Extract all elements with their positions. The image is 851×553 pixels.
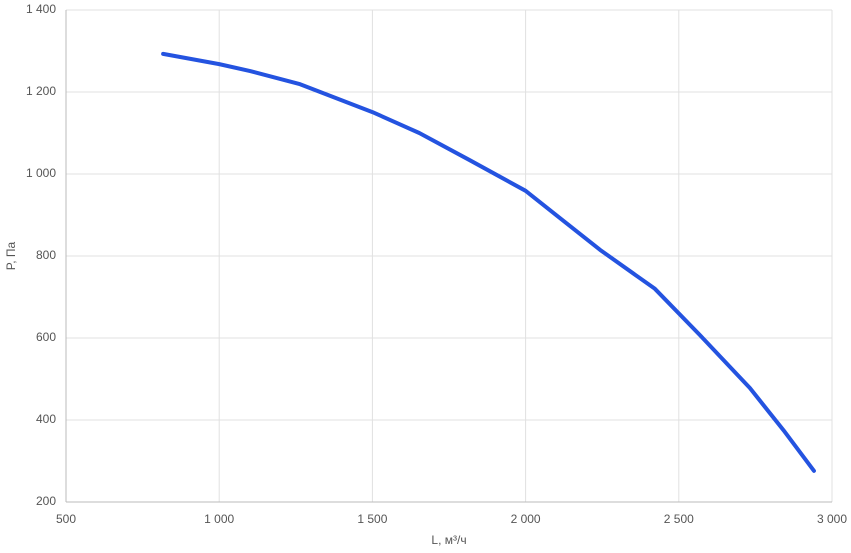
x-tick-label: 500 bbox=[56, 512, 76, 526]
x-tick-label: 1 500 bbox=[357, 512, 387, 526]
x-tick-label: 1 000 bbox=[204, 512, 234, 526]
y-tick-label: 400 bbox=[36, 412, 56, 426]
y-tick-label: 800 bbox=[36, 248, 56, 262]
y-tick-label: 600 bbox=[36, 330, 56, 344]
y-tick-label: 1 000 bbox=[26, 166, 56, 180]
x-axis-label: L, м³/ч bbox=[431, 533, 466, 547]
y-tick-label: 200 bbox=[36, 494, 56, 508]
y-tick-label: 1 200 bbox=[26, 84, 56, 98]
x-tick-label: 2 500 bbox=[664, 512, 694, 526]
y-axis-label: P, Па bbox=[4, 241, 18, 270]
x-tick-label: 2 000 bbox=[511, 512, 541, 526]
x-tick-label: 3 000 bbox=[817, 512, 847, 526]
y-tick-label: 1 400 bbox=[26, 2, 56, 16]
data-line bbox=[161, 51, 816, 473]
